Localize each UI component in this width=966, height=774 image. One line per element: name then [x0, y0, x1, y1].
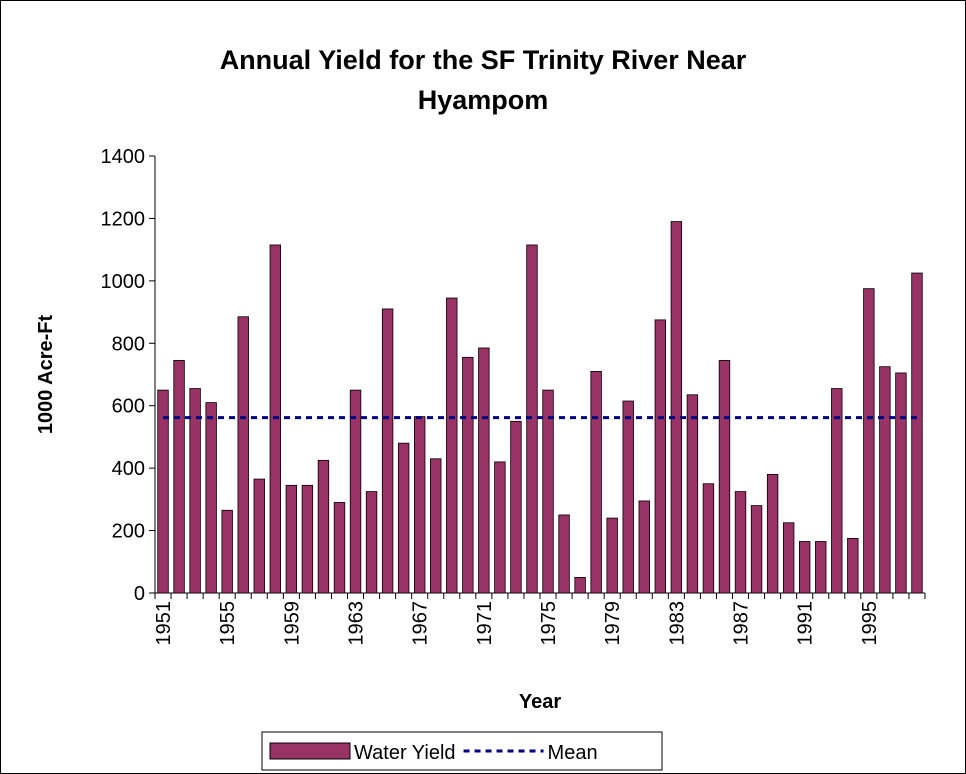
y-tick-label: 1000 [101, 271, 146, 293]
y-tick-label: 600 [112, 396, 145, 418]
bar [686, 394, 699, 594]
bar [558, 514, 570, 594]
x-tick-label: 1963 [346, 601, 368, 646]
bar [285, 484, 298, 594]
bar [478, 347, 490, 594]
x-tick-label: 1995 [859, 601, 881, 646]
y-tick-label: 800 [112, 333, 145, 355]
bar [157, 389, 169, 594]
x-tick-label: 1975 [538, 601, 560, 646]
x-tick-label: 1987 [731, 601, 753, 646]
bar [879, 366, 891, 594]
bar [221, 509, 233, 594]
x-tick-label: 1971 [474, 601, 496, 646]
bar [606, 517, 618, 594]
bar [863, 288, 875, 594]
legend-label: Mean [548, 742, 598, 764]
bar [831, 388, 843, 594]
bar [253, 478, 265, 594]
bar [542, 389, 554, 594]
bar [365, 491, 378, 594]
x-tick-label: 1979 [602, 601, 624, 646]
bar [670, 221, 683, 594]
x-axis-label: Year [519, 691, 561, 713]
bar [430, 458, 442, 594]
bar [574, 576, 586, 594]
bar [446, 297, 458, 594]
bar [590, 370, 602, 594]
x-tick-label: 1967 [410, 601, 432, 646]
y-tick-label: 1400 [101, 146, 146, 168]
x-tick-label: 1955 [217, 601, 239, 646]
bar [301, 484, 314, 594]
bar [734, 491, 747, 594]
bar [494, 461, 506, 594]
bar [317, 459, 330, 594]
bar [413, 416, 426, 594]
bar [381, 308, 394, 594]
bar [173, 360, 185, 594]
bar [205, 402, 217, 594]
bar [895, 372, 907, 594]
bar [638, 500, 650, 594]
bar [510, 420, 522, 594]
x-tick-label: 1983 [666, 601, 688, 646]
bar [349, 389, 362, 594]
y-tick-label: 400 [112, 458, 145, 480]
bar [911, 272, 923, 594]
bar [237, 316, 249, 594]
y-tick-label: 1200 [101, 208, 146, 230]
bar [654, 319, 667, 594]
chart-title: Annual Yield for the SF Trinity River Ne… [219, 45, 747, 115]
bar [397, 442, 410, 594]
x-tick-label: 1991 [795, 601, 817, 646]
bar [333, 502, 346, 594]
x-tick-label: 1959 [281, 601, 303, 646]
bar [750, 505, 763, 594]
x-tick-label: 1951 [153, 601, 175, 646]
bar [798, 541, 811, 594]
legend: Water Yield Mean [261, 731, 663, 771]
legend-label: Water Yield [354, 742, 456, 764]
bar [702, 483, 715, 594]
y-axis-label: 1000 Acre-Ft [35, 315, 57, 435]
bar [782, 522, 795, 594]
bar [189, 388, 201, 594]
bar [622, 400, 634, 594]
bar [847, 537, 859, 594]
legend-swatch [269, 742, 351, 760]
bar [718, 360, 731, 594]
bar [766, 473, 779, 594]
y-tick-label: 0 [134, 583, 145, 605]
bar [815, 541, 827, 594]
y-tick-label: 200 [112, 521, 145, 543]
bar [462, 356, 474, 594]
